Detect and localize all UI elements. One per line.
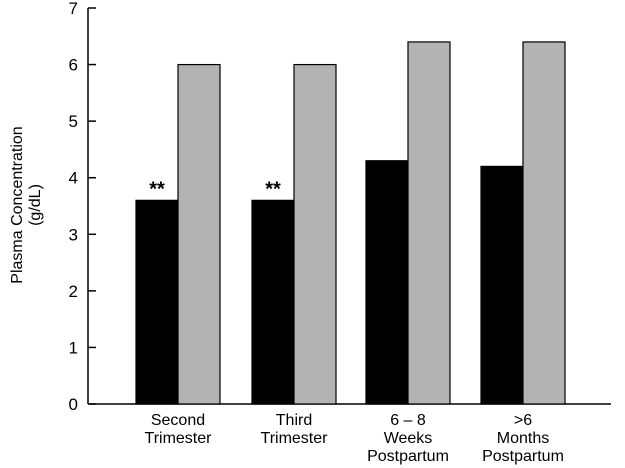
bar <box>251 199 295 405</box>
y-tick-label: 7 <box>69 0 78 18</box>
bar <box>407 41 451 405</box>
bar <box>177 63 221 405</box>
x-category-label: 6 – 8 <box>390 412 426 429</box>
x-category-label: >6 <box>514 412 532 429</box>
x-category-label: Second <box>151 412 205 429</box>
x-category-label: Weeks <box>384 430 433 447</box>
x-category-label: Months <box>497 430 549 447</box>
x-category-label: Third <box>276 412 312 429</box>
y-tick-label: 6 <box>69 56 78 75</box>
y-tick-label: 3 <box>69 225 78 244</box>
x-category-label: Postpartum <box>482 448 564 465</box>
x-category-label: Trimester <box>145 430 213 447</box>
bar <box>135 199 179 405</box>
x-category-label: Trimester <box>261 430 329 447</box>
y-ticks: 0 1 2 3 4 5 6 7 <box>69 0 96 414</box>
y-axis-label-line-2: (g/dL) <box>27 184 44 226</box>
y-tick-label: 5 <box>69 112 78 131</box>
y-tick-label: 2 <box>69 282 78 301</box>
bar <box>293 63 337 405</box>
y-tick-label: 0 <box>69 395 78 414</box>
bar <box>522 41 566 405</box>
bar <box>365 160 409 405</box>
annotations: ** ** <box>149 178 281 200</box>
x-category-label: Postpartum <box>367 448 449 465</box>
bar <box>480 165 524 405</box>
y-tick-label: 4 <box>69 169 78 188</box>
significance-annotation: ** <box>265 178 281 200</box>
y-axis-label-line-1: Plasma Concentration <box>9 126 26 283</box>
y-tick-label: 1 <box>69 338 78 357</box>
significance-annotation: ** <box>149 178 165 200</box>
y-axis-label: Plasma Concentration (g/dL) <box>9 126 44 283</box>
bars <box>135 41 566 405</box>
